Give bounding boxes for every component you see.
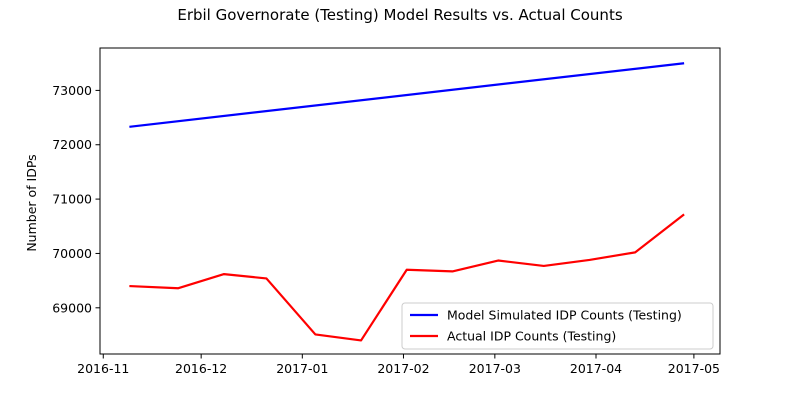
series-line-0 bbox=[129, 62, 685, 128]
x-tick-label-5: 2017-04 bbox=[570, 361, 622, 376]
chart-title: Erbil Governorate (Testing) Model Result… bbox=[177, 6, 622, 24]
y-tick-label-3: 72000 bbox=[52, 137, 92, 152]
legend: Model Simulated IDP Counts (Testing) Actu… bbox=[401, 302, 714, 350]
x-tick-label-4: 2017-03 bbox=[469, 361, 521, 376]
x-tick-label-6: 2017-05 bbox=[668, 361, 720, 376]
y-tick-label-4: 73000 bbox=[52, 83, 92, 98]
legend-label-1: Actual IDP Counts (Testing) bbox=[447, 329, 616, 344]
x-tick-label-3: 2017-02 bbox=[377, 361, 429, 376]
x-tick-label-2: 2017-01 bbox=[276, 361, 328, 376]
legend-label-0: Model Simulated IDP Counts (Testing) bbox=[447, 308, 682, 323]
y-tick-label-2: 71000 bbox=[52, 192, 92, 207]
series-line-1 bbox=[129, 213, 685, 342]
x-tick-label-1: 2016-12 bbox=[175, 361, 227, 376]
y-tick-label-1: 70000 bbox=[52, 246, 92, 261]
x-tick-label-0: 2016-11 bbox=[77, 361, 129, 376]
plot-area: 2016-11 2016-12 2017-01 2017-02 2017-03 2017-… bbox=[52, 47, 721, 376]
y-axis-label: Number of IDPs bbox=[24, 154, 39, 251]
y-tick-label-0: 69000 bbox=[52, 300, 92, 315]
axes-frame bbox=[99, 47, 721, 355]
legend-box bbox=[401, 302, 714, 350]
